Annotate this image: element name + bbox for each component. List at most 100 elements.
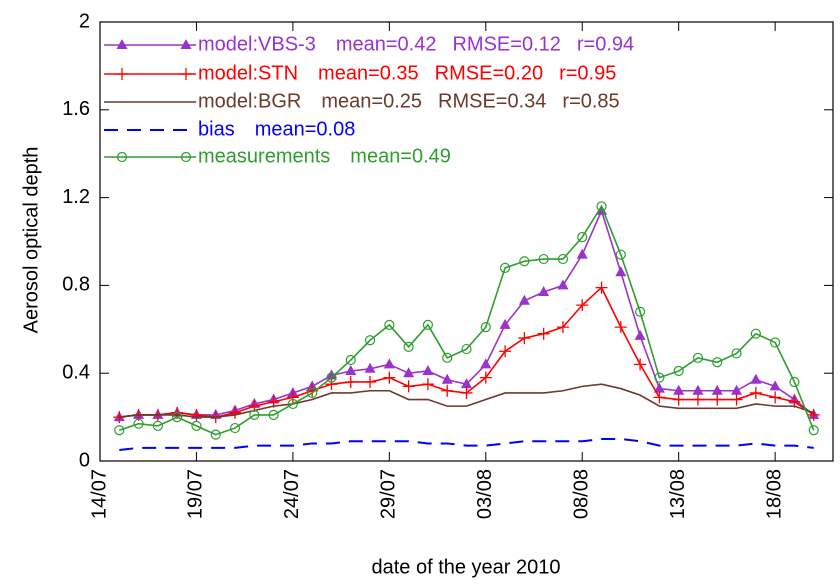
marker	[403, 367, 415, 378]
marker	[286, 391, 299, 404]
marker	[190, 408, 203, 421]
marker	[596, 201, 607, 212]
marker	[180, 68, 192, 80]
marker	[672, 393, 685, 406]
marker	[403, 341, 414, 352]
marker	[711, 384, 723, 395]
marker	[422, 319, 434, 331]
y-tick-label: 0	[79, 449, 90, 471]
marker	[364, 335, 376, 346]
marker	[461, 378, 472, 389]
marker	[499, 262, 511, 273]
marker	[210, 429, 221, 440]
legend-stat: RMSE=0.12	[452, 33, 560, 55]
marker	[673, 365, 684, 377]
marker	[576, 299, 589, 312]
marker	[692, 384, 704, 395]
marker	[116, 68, 128, 80]
x-tick-label: 03/08	[474, 469, 496, 519]
marker	[287, 398, 298, 410]
marker	[268, 409, 279, 421]
marker	[557, 253, 569, 265]
marker	[364, 375, 377, 388]
marker	[556, 321, 569, 334]
x-tick-label: 19/07	[185, 469, 207, 519]
marker	[711, 393, 724, 406]
marker	[730, 393, 743, 406]
legend-stat: r=0.94	[577, 33, 634, 55]
marker	[557, 279, 569, 290]
marker	[769, 391, 782, 404]
marker	[750, 373, 762, 384]
legend-label: model:STN	[198, 62, 298, 84]
y-axis-label: Aerosol optical depth	[20, 147, 42, 334]
marker	[808, 425, 819, 436]
x-tick-label: 14/07	[88, 469, 110, 519]
marker	[692, 352, 704, 363]
marker	[750, 328, 761, 339]
legend-stat: mean=0.49	[350, 145, 451, 167]
marker	[441, 373, 453, 384]
marker	[614, 321, 627, 334]
marker	[345, 354, 356, 366]
y-tick-label: 2	[79, 10, 90, 32]
marker	[326, 372, 337, 383]
marker	[538, 253, 549, 265]
marker	[116, 39, 128, 49]
x-tick-label: 29/07	[378, 469, 400, 519]
marker	[229, 422, 241, 434]
legend-stat: mean=0.35	[318, 62, 419, 84]
legend-label: model:BGR	[198, 90, 301, 112]
marker	[518, 294, 530, 305]
y-tick-label: 1.2	[62, 186, 90, 208]
marker	[537, 327, 550, 340]
legend-stat: RMSE=0.20	[435, 62, 543, 84]
marker	[595, 281, 608, 294]
x-tick-label: 08/08	[571, 469, 593, 519]
marker	[749, 386, 762, 399]
marker	[384, 319, 395, 331]
marker	[653, 391, 666, 404]
marker	[770, 337, 781, 348]
marker	[383, 371, 396, 384]
marker	[634, 329, 646, 340]
marker	[461, 343, 472, 355]
marker	[731, 384, 743, 395]
plot-frame	[99, 21, 834, 462]
marker	[653, 382, 665, 393]
marker	[499, 345, 512, 358]
x-axis-label: date of the year 2010	[371, 556, 560, 578]
marker	[460, 386, 473, 399]
marker	[480, 358, 492, 369]
marker	[191, 420, 202, 431]
marker	[538, 285, 550, 296]
legend-stat: RMSE=0.34	[438, 90, 546, 112]
marker	[364, 362, 376, 373]
marker	[499, 318, 511, 329]
marker	[172, 412, 183, 423]
marker	[422, 365, 434, 376]
marker	[576, 248, 588, 259]
marker	[654, 372, 665, 383]
marker	[615, 266, 627, 277]
marker	[634, 358, 647, 371]
marker	[402, 380, 415, 393]
marker	[519, 256, 530, 267]
legend-stat: mean=0.08	[255, 118, 356, 140]
marker	[114, 425, 125, 436]
marker	[480, 322, 491, 333]
y-tick-label: 1.6	[62, 98, 90, 120]
series-line	[119, 204, 815, 436]
marker	[691, 393, 704, 406]
marker	[345, 365, 357, 376]
marker	[229, 406, 242, 419]
legend-label: model:VBS-3	[198, 33, 316, 55]
legend-stat: mean=0.42	[336, 33, 437, 55]
series-line	[119, 383, 814, 418]
marker	[344, 375, 357, 388]
legend-stat: mean=0.25	[321, 90, 422, 112]
marker	[421, 378, 434, 391]
marker	[731, 348, 742, 359]
legend-stat: r=0.85	[562, 90, 619, 112]
